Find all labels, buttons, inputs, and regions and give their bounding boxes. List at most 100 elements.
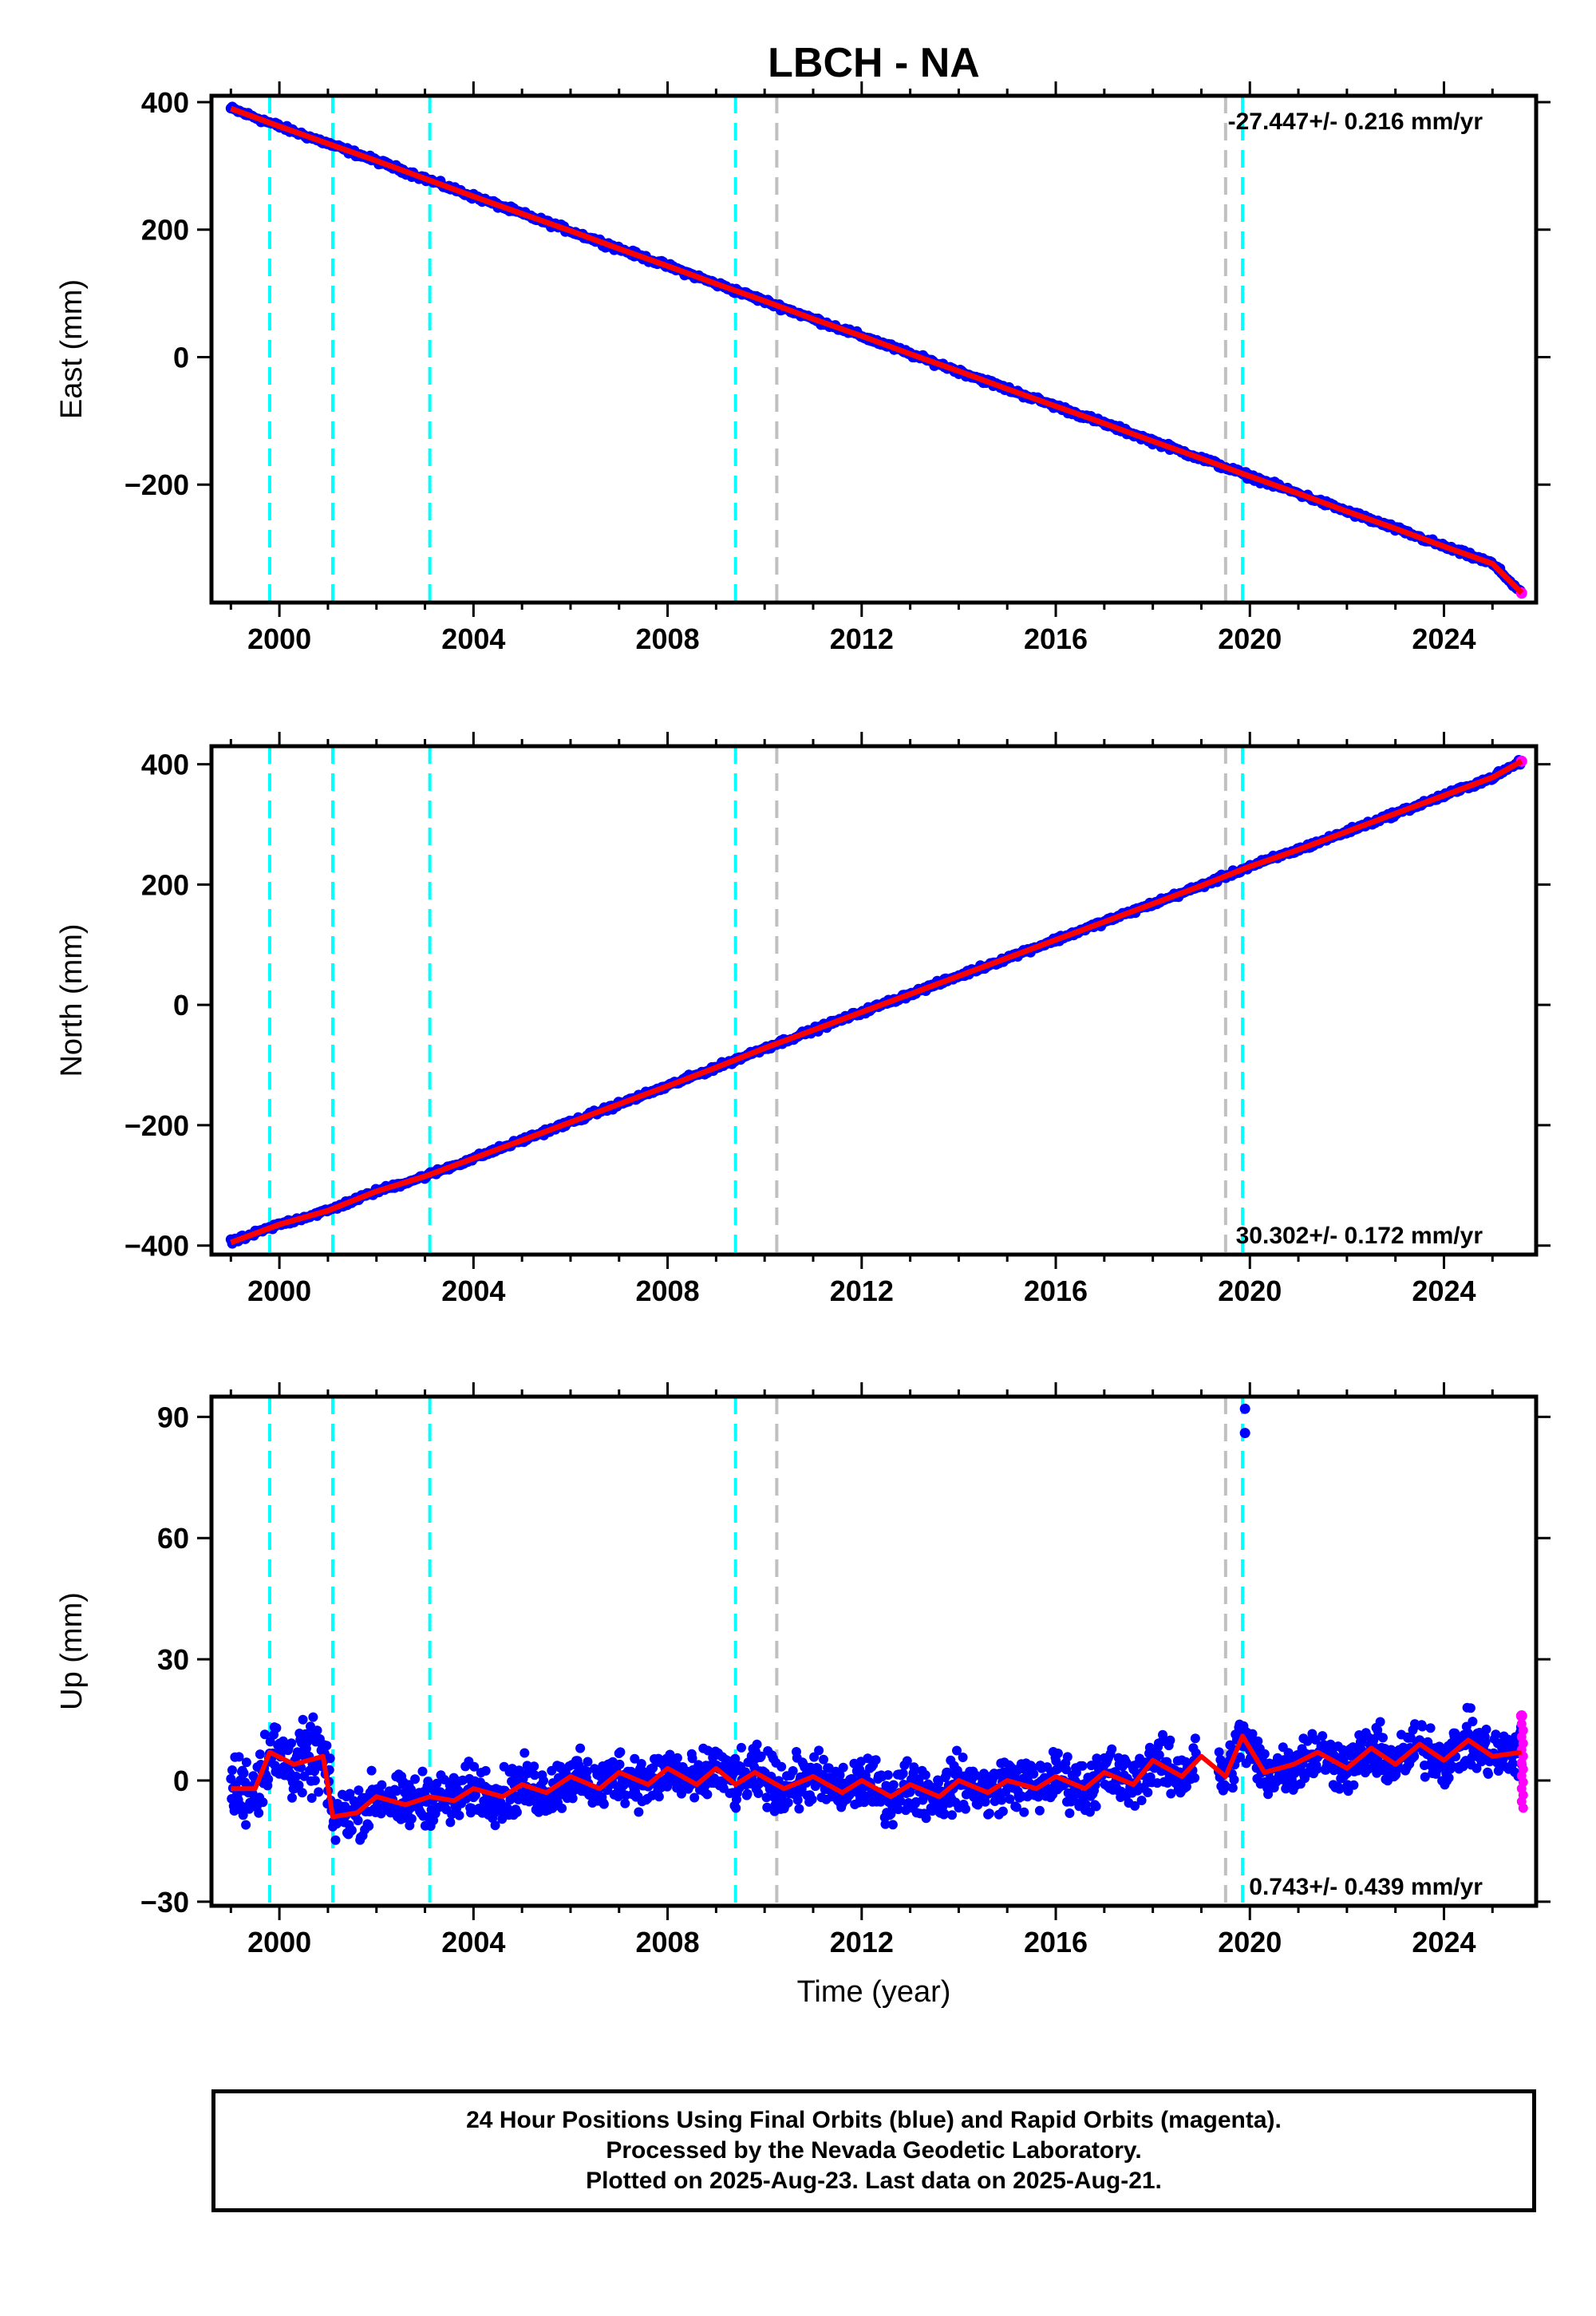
x-tick-label: 2024 — [1412, 622, 1476, 655]
data-point — [239, 1768, 249, 1778]
x-tick-label: 2004 — [441, 622, 505, 655]
data-point — [1086, 1761, 1096, 1771]
data-point — [241, 1757, 251, 1768]
y-axis-label: North (mm) — [55, 923, 89, 1077]
plot-area — [226, 1397, 1528, 1906]
data-point — [490, 1820, 500, 1831]
y-axis-label: Up (mm) — [55, 1592, 89, 1710]
data-point — [794, 1804, 804, 1814]
data-point — [480, 1765, 491, 1776]
data-point — [1214, 1747, 1224, 1757]
data-point — [620, 1798, 630, 1808]
data-point — [258, 1797, 268, 1808]
data-point — [1317, 1731, 1328, 1741]
data-point — [980, 1796, 990, 1807]
x-tick-label: 2020 — [1218, 622, 1282, 655]
x-axis: 2000 2004 2008 2012 2016 2020 2024 — [229, 81, 1494, 655]
data-point — [557, 1803, 567, 1813]
y-tick-label: 400 — [141, 86, 189, 119]
data-point — [287, 1792, 297, 1803]
data-point — [1420, 1772, 1430, 1782]
x-axis-label: Time (year) — [797, 1975, 951, 2009]
data-point — [291, 1771, 302, 1781]
data-point — [346, 1825, 357, 1836]
data-point — [354, 1785, 364, 1796]
y-axis: 400 200 0 −200 −400 — [124, 749, 1551, 1263]
data-point — [1005, 1794, 1015, 1804]
data-point — [895, 1796, 906, 1806]
x-tick-label: 2004 — [441, 1926, 505, 1958]
data-point — [1191, 1748, 1201, 1758]
data-point — [1227, 1783, 1238, 1793]
data-point — [880, 1819, 891, 1829]
data-point — [1229, 1775, 1239, 1785]
data-point — [687, 1753, 697, 1764]
data-point — [809, 1752, 820, 1762]
plot-frame — [209, 93, 1539, 605]
data-point — [970, 1770, 981, 1780]
data-point — [731, 1803, 741, 1813]
data-point — [1165, 1735, 1175, 1745]
data-point — [529, 1761, 539, 1772]
data-point — [886, 1809, 896, 1819]
data-point — [1154, 1750, 1164, 1761]
data-point — [575, 1743, 586, 1753]
data-point — [1181, 1781, 1191, 1792]
plot-frame — [209, 1394, 1539, 1908]
data-point — [742, 1788, 753, 1799]
final-orbits-points — [226, 1403, 1527, 1845]
y-tick-label: −400 — [124, 1230, 189, 1263]
data-point — [410, 1774, 421, 1784]
data-point — [1084, 1807, 1095, 1817]
data-point — [761, 1792, 772, 1803]
data-point — [1465, 1703, 1476, 1713]
data-point — [1302, 1736, 1313, 1746]
data-point — [254, 1808, 264, 1818]
data-point — [998, 1806, 1008, 1816]
footer-line-3: Plotted on 2025-Aug-23. Last data on 202… — [586, 2168, 1162, 2194]
data-point — [1166, 1788, 1176, 1799]
panel-up: 2000 2004 2008 2012 2016 2020 2024 90 60 30 0 −30 Up… — [55, 1382, 1551, 2009]
plot-area — [225, 96, 1527, 603]
data-point — [406, 1814, 417, 1824]
data-point — [921, 1813, 931, 1824]
data-point — [1375, 1717, 1385, 1727]
data-point — [1472, 1763, 1482, 1773]
data-point — [1468, 1717, 1478, 1727]
footer-box: 24 Hour Positions Using Final Orbits (bl… — [211, 2089, 1536, 2212]
data-point — [665, 1749, 675, 1760]
data-point — [1312, 1764, 1322, 1774]
data-point — [753, 1788, 764, 1798]
data-point — [377, 1780, 387, 1790]
data-point — [469, 1761, 480, 1772]
data-point — [1417, 1721, 1428, 1732]
data-point — [1034, 1805, 1045, 1816]
data-point — [314, 1787, 324, 1797]
data-point — [417, 1766, 428, 1777]
y-tick-label: −200 — [124, 1109, 189, 1142]
data-point — [1158, 1729, 1167, 1740]
data-point — [1053, 1749, 1063, 1758]
data-point — [530, 1770, 539, 1780]
data-point — [838, 1762, 848, 1773]
data-point — [702, 1789, 713, 1800]
data-point — [234, 1752, 244, 1762]
x-tick-label: 2024 — [1412, 1926, 1476, 1958]
data-point — [939, 1808, 950, 1819]
data-point — [958, 1753, 968, 1762]
data-point — [819, 1754, 828, 1765]
velocity-rate-label: 0.743+/- 0.439 mm/yr — [1249, 1874, 1483, 1900]
data-point — [762, 1802, 772, 1812]
data-point — [255, 1749, 265, 1760]
y-tick-label: 0 — [173, 341, 189, 373]
data-point — [364, 1821, 374, 1831]
x-tick-label: 2016 — [1024, 622, 1088, 655]
data-point — [615, 1747, 626, 1757]
x-tick-label: 2008 — [636, 1275, 700, 1307]
data-point — [1091, 1801, 1101, 1812]
data-point — [306, 1793, 317, 1803]
x-tick-label: 2012 — [830, 1926, 894, 1958]
data-point — [634, 1807, 644, 1817]
data-point — [630, 1753, 640, 1764]
